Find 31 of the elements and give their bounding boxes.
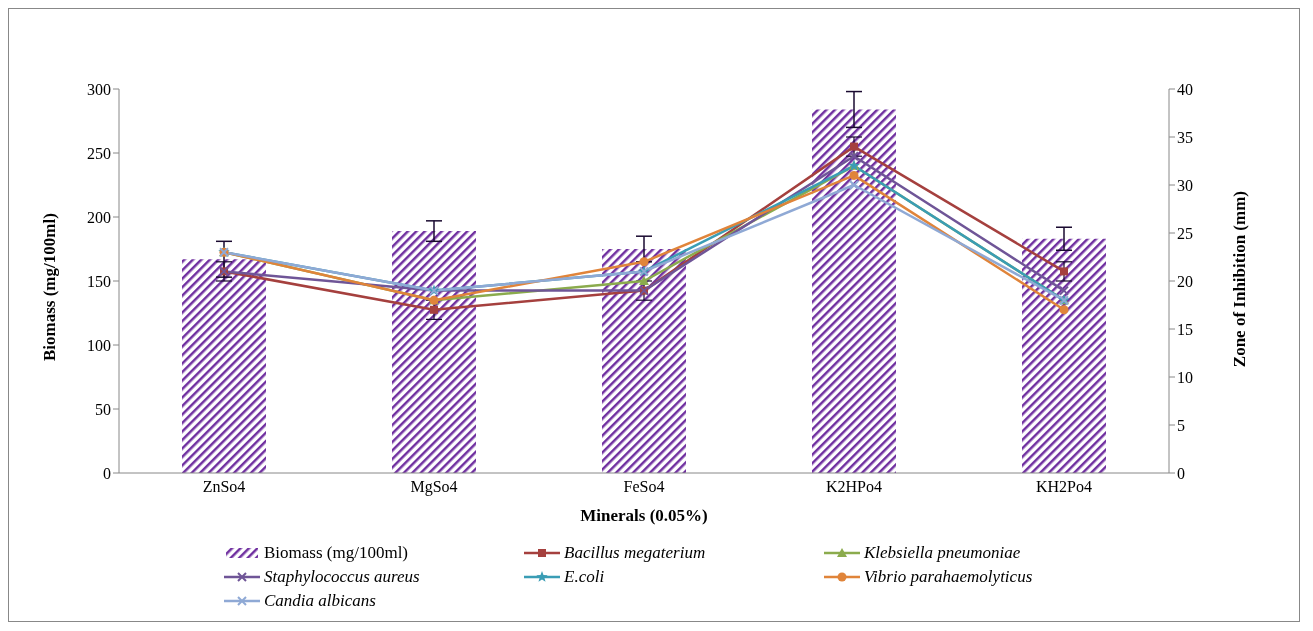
legend-label: Biomass (mg/100ml) bbox=[264, 543, 409, 563]
legend-label: Klebsiella pneumoniae bbox=[864, 543, 1021, 563]
y2-tick-label: 0 bbox=[1177, 464, 1185, 482]
legend-label: Staphylococcus aureus bbox=[264, 567, 420, 587]
y2-tick-label: 30 bbox=[1177, 176, 1193, 194]
y2-tick-label: 40 bbox=[1177, 80, 1193, 98]
x-tick-label: ZnSo4 bbox=[202, 478, 246, 496]
y-tick-label: 300 bbox=[87, 80, 111, 98]
y2-tick-label: 5 bbox=[1177, 416, 1185, 434]
y-tick-label: 50 bbox=[95, 400, 111, 418]
y-tick-label: 0 bbox=[103, 464, 111, 482]
legend-label: Candia albicans bbox=[264, 591, 376, 611]
x-tick-label: KH2Po4 bbox=[1035, 478, 1093, 496]
y-axis-title: Biomass (mg/100ml) bbox=[40, 213, 60, 361]
x-tick-label: FeSo4 bbox=[623, 478, 665, 496]
x-tick-label: MgSo4 bbox=[410, 478, 458, 497]
y-tick-label: 250 bbox=[87, 144, 111, 162]
y2-tick-label: 25 bbox=[1177, 224, 1193, 242]
y-tick-label: 200 bbox=[87, 208, 111, 226]
y2-tick-label: 35 bbox=[1177, 128, 1193, 146]
y2-tick-label: 20 bbox=[1177, 272, 1193, 290]
y-tick-label: 100 bbox=[87, 336, 111, 354]
y-tick-label: 150 bbox=[87, 272, 111, 290]
y2-tick-label: 10 bbox=[1177, 368, 1193, 386]
y2-tick-label: 15 bbox=[1177, 320, 1193, 338]
legend-label: E.coli bbox=[564, 567, 605, 587]
legend-label: Bacillus megaterium bbox=[564, 543, 706, 563]
x-tick-label: K2HPo4 bbox=[825, 478, 883, 496]
x-axis-title: Minerals (0.05%) bbox=[580, 506, 708, 525]
legend-label: Vibrio parahaemolyticus bbox=[864, 567, 1033, 587]
y2-axis-title: Zone of Inhibition (mm) bbox=[1230, 191, 1250, 368]
